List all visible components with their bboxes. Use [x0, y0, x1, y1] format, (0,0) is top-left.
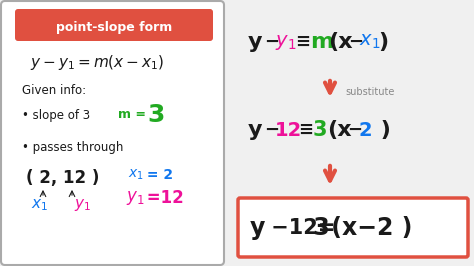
Text: −: −	[348, 33, 363, 51]
Text: y: y	[248, 32, 263, 52]
Text: substitute: substitute	[345, 87, 394, 97]
Text: Given info:: Given info:	[22, 84, 86, 97]
Text: ≡: ≡	[295, 33, 310, 51]
Text: −: −	[264, 121, 279, 139]
Text: m =: m =	[118, 109, 146, 122]
Text: 3: 3	[313, 120, 328, 140]
Text: ): )	[378, 32, 388, 52]
Text: (x−2 ): (x−2 )	[323, 216, 412, 240]
Text: = 2: = 2	[142, 168, 173, 182]
Text: $y_1$: $y_1$	[275, 32, 296, 52]
Text: $y - y_1 = m(x - x_1)$: $y - y_1 = m(x - x_1)$	[30, 52, 164, 72]
Text: • passes through: • passes through	[22, 142, 123, 155]
Text: $x_1$: $x_1$	[128, 168, 144, 182]
Text: 12: 12	[275, 120, 302, 139]
Text: $x_1$: $x_1$	[359, 32, 381, 52]
Text: $y_1$: $y_1$	[74, 197, 91, 213]
Text: ( 2, 12 ): ( 2, 12 )	[26, 169, 100, 187]
Text: • slope of 3: • slope of 3	[22, 109, 90, 122]
Text: ≡: ≡	[298, 121, 313, 139]
FancyBboxPatch shape	[15, 9, 213, 41]
Text: −: −	[264, 33, 279, 51]
Text: −12=: −12=	[264, 218, 336, 238]
FancyBboxPatch shape	[1, 1, 224, 265]
Text: (x: (x	[328, 32, 353, 52]
Text: 3: 3	[147, 103, 164, 127]
Text: 2: 2	[359, 120, 373, 139]
FancyBboxPatch shape	[238, 198, 468, 257]
Text: ): )	[373, 120, 391, 140]
Text: point-slope form: point-slope form	[56, 22, 172, 35]
Text: =12: =12	[141, 189, 184, 207]
Text: m: m	[310, 32, 333, 52]
Text: $x_1$: $x_1$	[31, 197, 48, 213]
Text: y: y	[250, 216, 265, 240]
Text: $y_1$: $y_1$	[126, 189, 145, 207]
Text: 3: 3	[305, 216, 330, 240]
Text: −: −	[347, 121, 362, 139]
Text: y: y	[248, 120, 263, 140]
Text: (x: (x	[327, 120, 352, 140]
